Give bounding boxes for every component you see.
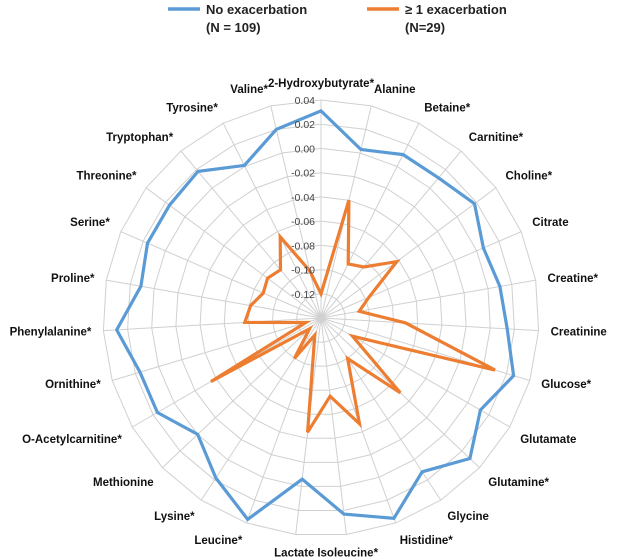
category-label: Isoleucine* (317, 547, 378, 559)
grid-ring (223, 220, 419, 415)
tick-label-layer: 0.04 0.02 0.00 -0.02 -0.04 -0.06 -0.08 -0.10 -0.… (291, 95, 315, 301)
category-label: Glucose* (541, 379, 591, 391)
grid-ring (127, 123, 515, 511)
category-label: Leucine* (194, 535, 242, 547)
category-label: Creatine* (548, 273, 599, 285)
category-label: Betaine* (424, 103, 471, 115)
tick-label: 0.02 (295, 119, 316, 131)
category-label: Glutamine* (488, 477, 549, 489)
grid-spoke (222, 122, 322, 319)
grid-spoke (120, 231, 322, 319)
grid-spoke (320, 231, 522, 319)
category-label: Glycine (447, 511, 489, 523)
tick-label: -0.10 (291, 265, 315, 277)
tick-label: -0.04 (291, 192, 315, 204)
grid-spoke (180, 150, 322, 319)
category-label: Threonine* (76, 171, 137, 183)
legend: No exacerbation (N = 109) ≥ 1 exacerbation… (168, 2, 507, 35)
grid-spoke (145, 187, 322, 319)
category-label: Histidine* (400, 535, 454, 547)
legend-series-count: (N=29) (405, 20, 445, 35)
grid-spoke (270, 105, 322, 319)
category-label: Phenylalanine* (10, 326, 92, 338)
tick-label: -0.12 (291, 289, 315, 301)
category-label: Choline* (506, 171, 553, 183)
series-layer (114, 109, 516, 522)
grid-spoke (320, 122, 420, 319)
grid-spoke (320, 187, 497, 319)
category-label: Carnitine* (469, 132, 524, 144)
tick-label: -0.08 (291, 240, 315, 252)
category-label: Valine* (230, 84, 268, 96)
grid-ring (102, 99, 540, 535)
category-label: Lactate (274, 547, 314, 559)
category-label: 2-Hydroxybutyrate* (268, 78, 375, 90)
grid-layer (102, 99, 540, 535)
series-line-no-exacerbation (114, 109, 516, 522)
category-label: Proline* (51, 273, 95, 285)
grid-spoke (245, 317, 322, 524)
category-label: Tyrosine* (166, 103, 218, 115)
category-label: Ornithine* (45, 379, 101, 391)
category-label: Tryptophan* (106, 132, 174, 144)
grid-ring (296, 293, 346, 343)
category-label: Citrate (532, 217, 568, 229)
tick-label: 0.04 (295, 95, 316, 107)
category-label-layer: 2-Hydroxybutyrate*Alanine Betaine* Carniti… (10, 78, 607, 559)
grid-ring (247, 244, 395, 391)
category-label: Methionine (93, 477, 154, 489)
grid-ring (175, 172, 467, 463)
category-label: O-Acetylcarnitine* (22, 434, 122, 446)
tick-label: -0.06 (291, 216, 315, 228)
tick-label: 0.00 (295, 143, 316, 155)
category-label: Alanine (374, 84, 416, 96)
grid-spoke (320, 317, 442, 501)
category-label: Creatinine (551, 326, 607, 338)
grid-ring (151, 147, 491, 487)
grid-ring (199, 196, 443, 439)
grid-spoke (103, 317, 322, 332)
grid-spoke (162, 317, 322, 468)
legend-series-count: (N = 109) (206, 20, 261, 35)
legend-series-name: ≥ 1 exacerbation (405, 2, 507, 17)
grid-spoke (320, 317, 530, 382)
grid-spoke (320, 317, 539, 332)
category-label: Lysine* (154, 511, 195, 523)
tick-label: -0.02 (291, 168, 315, 180)
category-label: Glutamate (520, 434, 576, 446)
category-label: Serine* (70, 217, 110, 229)
grid-spoke (106, 279, 322, 319)
grid-spoke (320, 150, 462, 319)
grid-spoke (112, 317, 322, 382)
series-line-exacerbation (210, 199, 496, 434)
grid-spoke (320, 317, 347, 535)
legend-series-name: No exacerbation (206, 2, 307, 17)
grid-ring (272, 269, 370, 367)
